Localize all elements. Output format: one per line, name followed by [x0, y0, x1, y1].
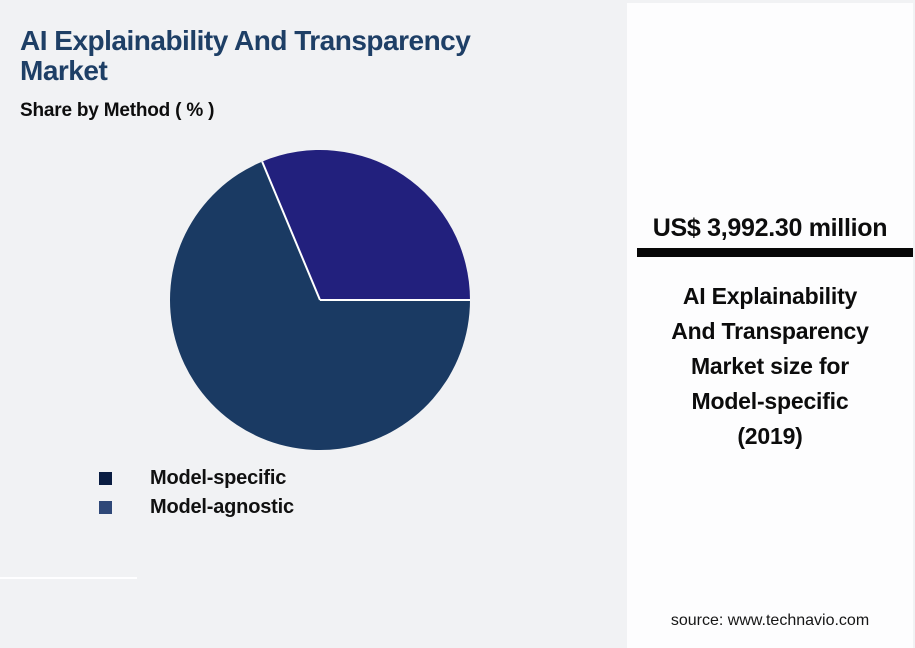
legend-item-model-specific: Model-specific [99, 464, 294, 493]
decorative-line [0, 577, 137, 579]
legend-swatch-model-specific [99, 472, 112, 485]
page-title-line1: AI Explainability And Transparency [20, 25, 471, 56]
market-size-value: US$ 3,992.30 million [652, 214, 888, 242]
pie-slice-divider [261, 161, 321, 301]
description-line: Model-specific [691, 388, 849, 414]
legend-swatch-model-agnostic [99, 501, 112, 514]
description-line: AI Explainability [682, 283, 858, 309]
market-size-description: AI Explainability And Transparency Marke… [650, 279, 890, 454]
chart-legend: Model-specific Model-agnostic [99, 464, 294, 522]
pie-slice-model-specific [170, 161, 470, 450]
pie-chart-svg [170, 149, 470, 450]
description-line: And Transparency [671, 318, 869, 344]
pie-chart [165, 145, 475, 455]
legend-item-model-agnostic: Model-agnostic [99, 493, 294, 522]
value-underline-bar [637, 248, 913, 257]
description-line: (2019) [737, 423, 803, 449]
page-title-line2: Market [20, 55, 108, 86]
legend-label-model-specific: Model-specific [150, 467, 287, 489]
page-title: AI Explainability And Transparency Marke… [20, 26, 600, 86]
legend-label-model-agnostic: Model-agnostic [150, 496, 294, 518]
source-text: source: www.technavio.com [670, 612, 870, 629]
highlight-panel: US$ 3,992.30 million AI Explainability A… [627, 3, 913, 648]
pie-slice-model-agnostic [262, 149, 470, 300]
description-line: Market size for [690, 353, 850, 379]
chart-subtitle: Share by Method ( % ) [20, 100, 215, 121]
